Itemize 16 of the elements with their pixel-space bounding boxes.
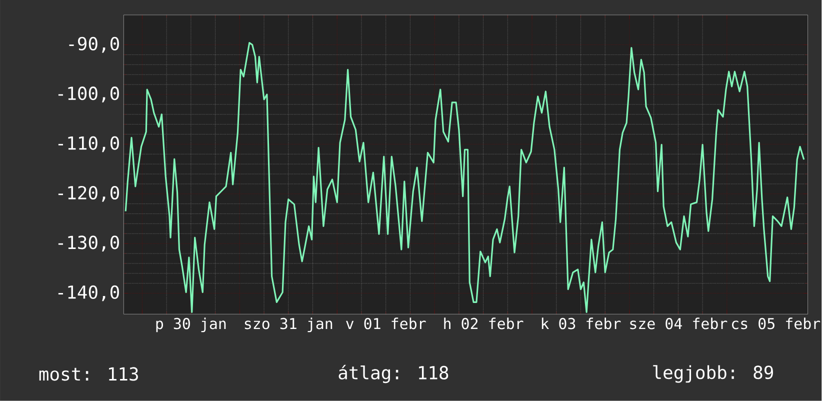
x-tick-label: szo 31 jan — [244, 318, 332, 332]
y-tick-label: -120,0 — [58, 186, 119, 202]
x-tick-label: k 03 febr — [542, 318, 621, 330]
y-tick-label: -140,0 — [58, 285, 119, 302]
x-tick-label: p 30 jan — [156, 318, 226, 332]
y-tick-label: -90,0 — [69, 36, 119, 53]
x-tick-label: sze 04 febr — [630, 318, 728, 330]
text: átlag: 118 — [338, 364, 448, 384]
x-tick-label: h 02 febr — [444, 318, 524, 330]
text: most: 113 — [39, 367, 138, 381]
y-tick-label: -100,0 — [58, 86, 119, 102]
y-tick-label: -110,0 — [58, 136, 119, 152]
x-tick-label: v 01 febr — [346, 318, 426, 330]
y-tick-label: -130,0 — [58, 236, 119, 252]
x-tick-label: cs 05 febr — [732, 318, 820, 330]
text: legjobb: 89 — [653, 365, 773, 383]
